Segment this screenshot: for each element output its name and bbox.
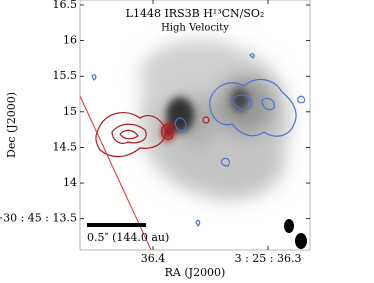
y-tick-label: 16.5 [53, 0, 78, 11]
x-tick-label: 36.4 [141, 252, 166, 265]
y-tick-label: 16 [63, 34, 77, 47]
beam [295, 233, 307, 249]
y-tick-label: 15 [63, 105, 77, 118]
frame [79, 0, 311, 251]
image-area [80, 0, 310, 250]
blue-contours [91, 53, 306, 228]
y-tick-label: 14.5 [53, 140, 78, 153]
red-contours [95, 112, 210, 158]
y-axis-label: Dec (J2000) [5, 92, 18, 158]
emission-core [162, 88, 249, 141]
chart-subtitle: High Velocity [161, 23, 229, 34]
x-tick-label: 3 : 25 : 36.3 [235, 252, 302, 265]
chart-title: L1448 IRS3B H¹³CN/SO₂ [126, 7, 265, 20]
x-axis-label: RA (J2000) [165, 266, 226, 279]
y-tick-label: 14 [63, 176, 77, 189]
y-tick-label: +30 : 45 : 13.5 [0, 212, 77, 225]
scale-bar-label: 0.5″ (144.0 au) [87, 231, 169, 244]
beam [284, 219, 294, 233]
y-tick-label: 15.5 [53, 69, 78, 82]
